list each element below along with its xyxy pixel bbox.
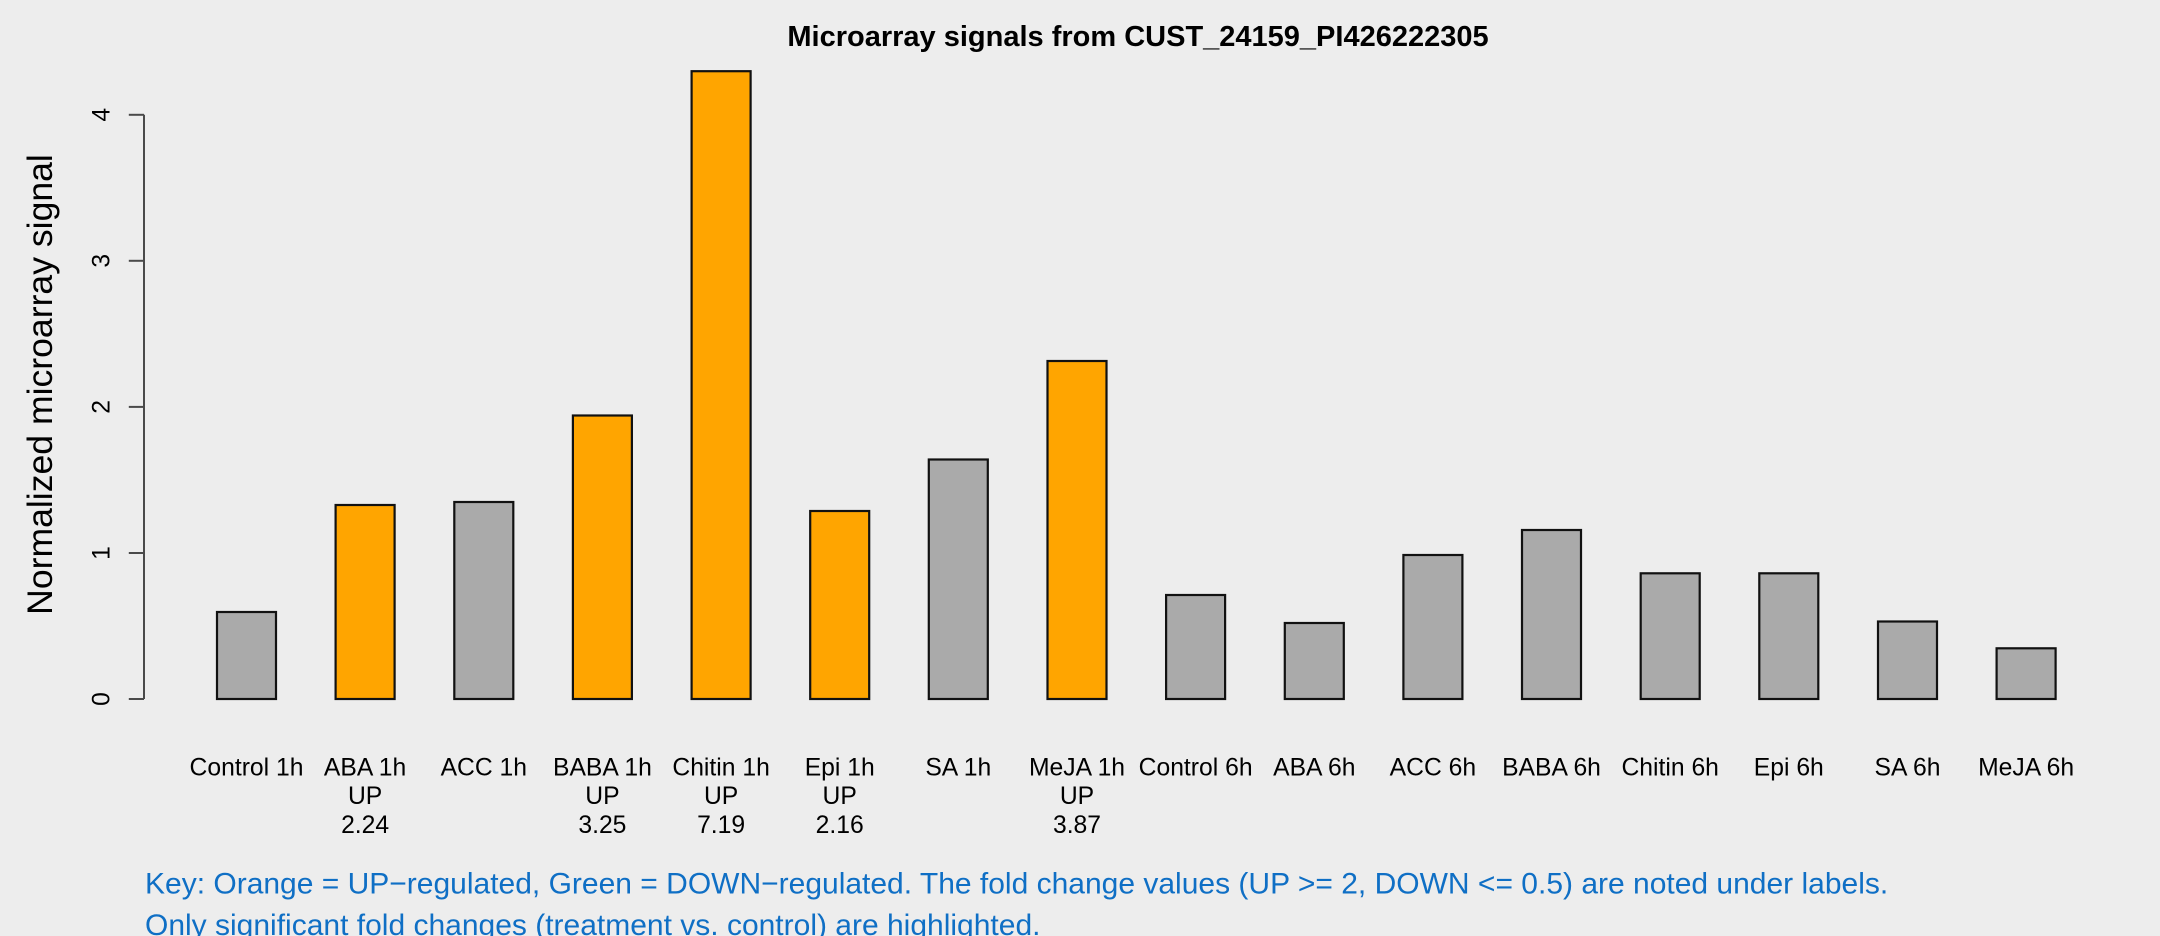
svg-text:Control 6h: Control 6h	[1139, 754, 1253, 781]
svg-text:UP: UP	[585, 783, 619, 810]
svg-text:SA 6h: SA 6h	[1875, 754, 1941, 781]
svg-text:Control 1h: Control 1h	[190, 754, 304, 781]
svg-text:ACC 6h: ACC 6h	[1390, 754, 1476, 781]
svg-text:Chitin 1h: Chitin 1h	[672, 754, 769, 781]
svg-text:MeJA 6h: MeJA 6h	[1978, 754, 2074, 781]
svg-text:3: 3	[89, 254, 116, 268]
svg-text:2: 2	[89, 400, 116, 414]
svg-text:SA 1h: SA 1h	[925, 754, 991, 781]
svg-text:3.87: 3.87	[1053, 812, 1101, 839]
svg-text:3.25: 3.25	[578, 812, 626, 839]
svg-text:ACC 1h: ACC 1h	[441, 754, 527, 781]
svg-text:2.16: 2.16	[816, 812, 864, 839]
svg-text:BABA 6h: BABA 6h	[1502, 754, 1601, 781]
svg-text:Normalized microarray signal: Normalized microarray signal	[20, 154, 60, 615]
svg-text:ABA 1h: ABA 1h	[324, 754, 406, 781]
svg-text:Microarray signals from CUST_2: Microarray signals from CUST_24159_PI426…	[787, 21, 1488, 53]
svg-text:UP: UP	[704, 783, 738, 810]
svg-text:BABA 1h: BABA 1h	[553, 754, 652, 781]
svg-text:UP: UP	[823, 783, 857, 810]
svg-text:7.19: 7.19	[697, 812, 745, 839]
svg-text:2.24: 2.24	[341, 812, 389, 839]
svg-text:4: 4	[89, 108, 116, 122]
svg-text:0: 0	[89, 692, 116, 706]
svg-text:MeJA 1h: MeJA 1h	[1029, 754, 1125, 781]
svg-text:ABA 6h: ABA 6h	[1273, 754, 1355, 781]
svg-text:1: 1	[89, 546, 116, 560]
svg-text:Key: Orange = UP−regulated, Gr: Key: Orange = UP−regulated, Green = DOWN…	[145, 868, 1888, 901]
svg-text:UP: UP	[348, 783, 382, 810]
svg-text:Epi 6h: Epi 6h	[1754, 754, 1824, 781]
svg-text:Only significant fold changes: Only significant fold changes (treatment…	[145, 909, 1040, 936]
svg-text:UP: UP	[1060, 783, 1094, 810]
svg-text:Epi 1h: Epi 1h	[805, 754, 875, 781]
svg-text:Chitin 6h: Chitin 6h	[1621, 754, 1718, 781]
